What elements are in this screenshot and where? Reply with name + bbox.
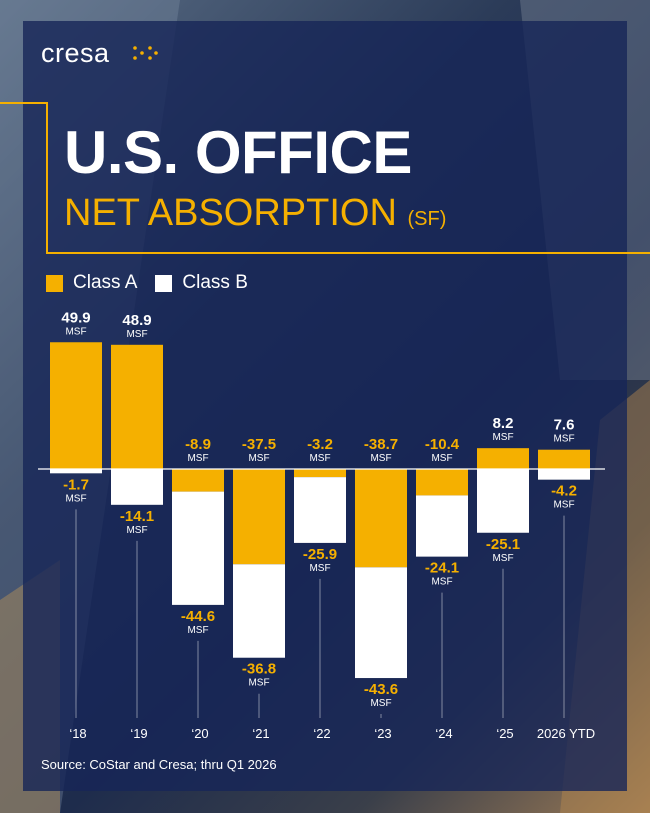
source-note: Source: CoStar and Cresa; thru Q1 2026 [41, 757, 277, 772]
label-class-a-unit: MSF [248, 453, 269, 464]
x-tick-label: ‘22 [313, 726, 330, 741]
x-tick-label: ‘19 [130, 726, 147, 741]
label-class-a-value: 8.2 [493, 415, 514, 432]
bar-class-b [355, 567, 407, 679]
label-class-b-unit: MSF [248, 678, 269, 689]
label-class-b-value: -14.1 [120, 508, 154, 525]
bar-class-a [538, 449, 590, 469]
logo-dots-icon [133, 46, 158, 60]
label-class-a-value: 48.9 [122, 312, 151, 329]
x-tick-label: ‘23 [374, 726, 391, 741]
legend-label-class-a: Class A [73, 272, 138, 293]
label-class-b-value: -25.9 [303, 546, 337, 563]
label-class-a-value: -38.7 [364, 436, 398, 453]
subtitle-text: NET ABSORPTION [64, 192, 397, 234]
subtitle-unit: (SF) [407, 208, 447, 230]
cresa-logo: cresa [41, 38, 110, 68]
bar-class-a [233, 469, 285, 565]
label-class-a-unit: MSF [492, 432, 513, 443]
label-class-b-value: -36.8 [242, 661, 276, 678]
bar-class-a [50, 342, 102, 469]
label-class-b-unit: MSF [492, 553, 513, 564]
bar-class-a [477, 448, 529, 469]
bar-class-b [477, 469, 529, 533]
page-title: U.S. OFFICE [64, 119, 412, 186]
label-class-b-value: -24.1 [425, 560, 459, 577]
accent-frame-left [46, 102, 48, 254]
bar-class-a [355, 469, 407, 568]
legend-item-class-b: Class B [155, 272, 248, 294]
label-class-a-value: -10.4 [425, 436, 460, 453]
accent-frame-top [0, 102, 48, 104]
x-tick-label: ‘20 [191, 726, 208, 741]
bar-class-b [416, 495, 468, 557]
label-class-b-unit: MSF [553, 500, 574, 511]
label-class-a-unit: MSF [431, 453, 452, 464]
chart-legend: Class A Class B [46, 272, 266, 294]
label-class-a-unit: MSF [65, 326, 86, 337]
label-class-a-value: -8.9 [185, 436, 211, 453]
bar-class-b [111, 469, 163, 505]
label-class-a-value: 7.6 [554, 417, 575, 434]
label-class-a-unit: MSF [553, 434, 574, 445]
label-class-a-value: -3.2 [307, 436, 333, 453]
bar-class-a [416, 469, 468, 496]
legend-swatch-class-a [46, 274, 63, 292]
label-class-b-unit: MSF [187, 625, 208, 636]
label-class-b-unit: MSF [370, 698, 391, 709]
label-class-b-unit: MSF [126, 525, 147, 536]
label-class-a-value: -37.5 [242, 436, 276, 453]
label-class-b-value: -4.2 [551, 483, 577, 500]
x-tick-label: 2026 YTD [537, 726, 595, 741]
x-tick-label: ‘21 [252, 726, 269, 741]
bar-class-a [111, 344, 163, 469]
label-class-b-unit: MSF [309, 563, 330, 574]
label-class-a-unit: MSF [309, 453, 330, 464]
page-subtitle: NET ABSORPTION (SF) [64, 190, 446, 242]
label-class-a-unit: MSF [187, 453, 208, 464]
x-tick-label: ‘24 [435, 726, 452, 741]
legend-item-class-a: Class A [46, 272, 137, 294]
label-class-b-value: -44.6 [181, 608, 215, 625]
label-class-b-value: -43.6 [364, 681, 398, 698]
label-class-b-unit: MSF [65, 493, 86, 504]
x-tick-label: ‘18 [69, 726, 86, 741]
legend-label-class-b: Class B [182, 272, 248, 293]
label-class-a-unit: MSF [126, 329, 147, 340]
label-class-b-value: -1.7 [63, 476, 89, 493]
label-class-a-value: 49.9 [61, 309, 90, 326]
bar-class-b [50, 469, 102, 474]
bar-class-b [294, 477, 346, 543]
bar-class-a [294, 469, 346, 478]
label-class-a-unit: MSF [370, 453, 391, 464]
label-class-b-unit: MSF [431, 577, 452, 588]
bar-class-a [172, 469, 224, 492]
bar-class-b [233, 564, 285, 658]
legend-swatch-class-b [155, 274, 173, 292]
bar-class-b [172, 491, 224, 605]
x-tick-label: ‘25 [496, 726, 513, 741]
bar-class-b [538, 469, 590, 480]
label-class-b-value: -25.1 [486, 536, 520, 553]
accent-frame-bottom [46, 252, 650, 254]
